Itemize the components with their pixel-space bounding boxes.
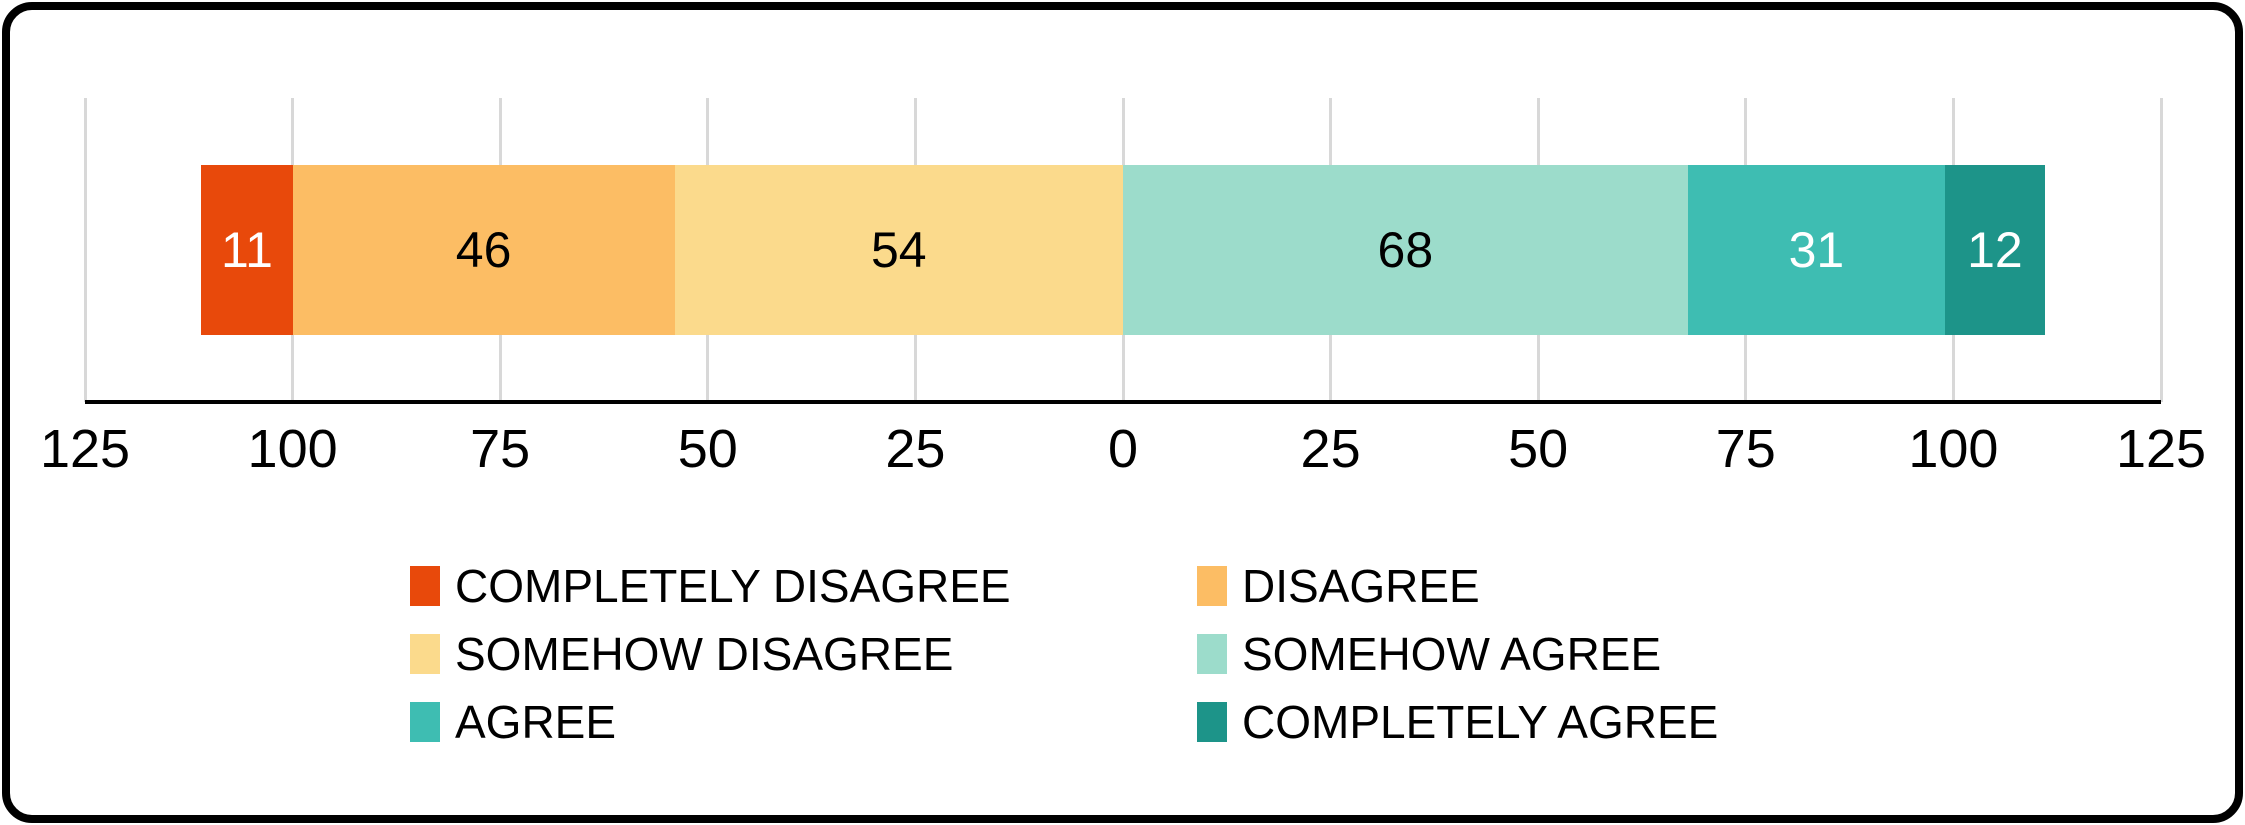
legend-swatch-icon	[1197, 566, 1227, 606]
bar-segment-agree: 31	[1687, 165, 1946, 335]
bar-segment-somehow-disagree: 54	[674, 165, 1123, 335]
x-axis-line	[85, 400, 2161, 404]
legend-label: COMPLETELY AGREE	[1242, 696, 1719, 748]
x-tick-label: 25	[885, 419, 946, 479]
x-tick-label: 125	[39, 419, 131, 479]
legend-swatch-icon	[410, 566, 440, 606]
legend-item-completely-agree: COMPLETELY AGREE	[1197, 699, 1718, 745]
legend-swatch-icon	[410, 634, 440, 674]
legend-item-somehow-agree: SOMEHOW AGREE	[1197, 631, 1661, 677]
x-tick-label: 75	[1715, 419, 1776, 479]
bar-value-label: 46	[455, 222, 512, 278]
x-tick-label: 75	[470, 419, 531, 479]
x-tick-label: 50	[677, 419, 738, 479]
gridline	[2159, 98, 2163, 402]
bar-value-label: 11	[220, 222, 273, 278]
legend-item-disagree: DISAGREE	[1197, 563, 1480, 609]
gridline	[83, 98, 87, 402]
x-tick-label: 25	[1300, 419, 1361, 479]
bar-value-label: 31	[1788, 222, 1845, 278]
legend-swatch-icon	[1197, 702, 1227, 742]
plot-area: 11 46 54 68 31 12	[83, 98, 2163, 402]
bar-segment-completely-agree: 12	[1945, 165, 2045, 335]
x-tick-label: 100	[1908, 419, 1999, 479]
x-tick-label: 100	[247, 419, 338, 479]
legend-item-completely-disagree: COMPLETELY DISAGREE	[410, 563, 1011, 609]
bar-segment-completely-disagree: 11	[201, 165, 293, 335]
x-tick-label: 50	[1508, 419, 1569, 479]
legend-label: SOMEHOW DISAGREE	[455, 628, 954, 680]
legend-label: SOMEHOW AGREE	[1242, 628, 1662, 680]
legend-swatch-icon	[1197, 634, 1227, 674]
legend-label: AGREE	[455, 696, 617, 748]
legend-item-somehow-disagree: SOMEHOW DISAGREE	[410, 631, 953, 677]
legend-item-agree: AGREE	[410, 699, 616, 745]
bar-value-label: 54	[870, 222, 927, 278]
legend-label: DISAGREE	[1242, 560, 1480, 612]
bar-segment-somehow-agree: 68	[1123, 165, 1688, 335]
legend-swatch-icon	[410, 702, 440, 742]
legend-label: COMPLETELY DISAGREE	[455, 560, 1011, 612]
bar-segment-disagree: 46	[292, 165, 675, 335]
bar-value-label: 12	[1967, 222, 2023, 278]
x-tick-label: 125	[2115, 419, 2207, 479]
bar-value-label: 68	[1377, 222, 1434, 278]
x-tick-label: 0	[1107, 419, 1139, 479]
